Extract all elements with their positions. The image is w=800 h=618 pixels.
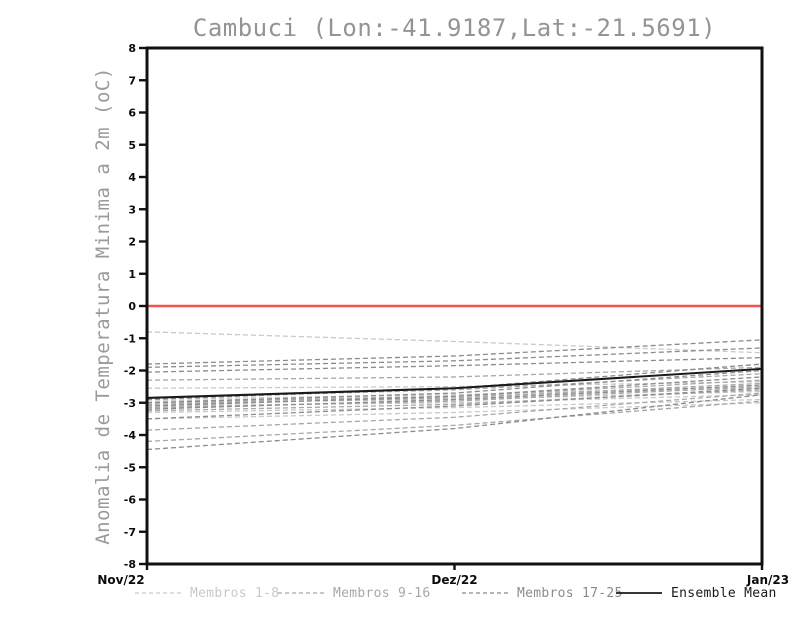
ensemble-member-line	[146, 356, 763, 373]
y-axis-tick-label: -7	[124, 526, 136, 539]
y-axis-tick-label: 3	[128, 203, 136, 216]
ensemble-member-line	[146, 394, 763, 451]
legend-solid-line-sample	[616, 592, 662, 594]
ensemble-member-line	[146, 385, 763, 409]
y-axis-tick-label: 6	[128, 107, 136, 120]
ensemble-member-line	[146, 400, 763, 443]
ensemble-member-line	[146, 373, 763, 399]
y-axis-tick-label: 5	[128, 139, 136, 152]
ensemble-member-line	[146, 392, 763, 431]
ensemble-mean-line	[146, 367, 763, 399]
ensemble-member-line	[146, 398, 763, 414]
y-axis-tick-label: 7	[128, 74, 136, 87]
legend-item: Ensemble Mean	[616, 584, 777, 602]
ensemble-member-line	[146, 382, 763, 406]
y-axis-tick-label: -1	[124, 332, 136, 345]
y-axis-tick-label: 4	[128, 171, 136, 184]
x-axis-tick-label: Jan/23	[746, 573, 789, 587]
legend-dashed-line-sample	[135, 592, 181, 594]
x-axis-tick-label: Nov/22	[97, 573, 144, 587]
x-axis-tick-label: Dez/22	[431, 573, 477, 587]
chart-title: Cambuci (Lon:-41.9187,Lat:-21.5691)	[192, 14, 717, 42]
ensemble-member-line	[146, 339, 763, 365]
legend-label: Membros 9-16	[333, 585, 431, 601]
legend-label: Membros 17-25	[517, 585, 623, 601]
y-axis-tick-label: -8	[124, 558, 136, 571]
y-axis-tick-label: -5	[124, 461, 136, 474]
y-axis-tick-label: 2	[128, 236, 136, 249]
y-axis-tick-label: -3	[124, 397, 136, 410]
ensemble-member-line	[146, 387, 763, 420]
legend-label: Ensemble Mean	[671, 585, 777, 601]
legend-item: Membros 9-16	[278, 584, 431, 602]
y-axis-label: Anomalia de Temperatura Minima a 2m (oC)	[92, 67, 114, 545]
ensemble-member-line	[146, 369, 763, 404]
legend-dashed-line-sample	[278, 592, 324, 594]
y-axis-tick-label: 8	[128, 42, 136, 55]
legend-dashed-line-sample	[462, 592, 508, 594]
ensemble-member-line	[146, 347, 763, 368]
ensemble-member-line	[146, 376, 763, 407]
ensemble-member-line	[146, 394, 763, 407]
y-axis-tick-label: -2	[124, 365, 136, 378]
ensemble-member-line	[146, 384, 763, 410]
y-axis-tick-label: -6	[124, 494, 137, 507]
y-axis-tick-label: 0	[128, 300, 136, 313]
legend-item: Membros 1-8	[135, 584, 279, 602]
ensemble-member-line	[146, 366, 763, 381]
legend-label: Membros 1-8	[190, 585, 280, 601]
y-axis-tick-label: -4	[124, 429, 137, 442]
legend: Membros 1-8 Membros 9-16 Membros 17-25 Ense…	[0, 584, 800, 606]
y-axis-tick-label: 1	[128, 268, 136, 281]
legend-item: Membros 17-25	[462, 584, 623, 602]
ensemble-member-line	[146, 331, 763, 354]
